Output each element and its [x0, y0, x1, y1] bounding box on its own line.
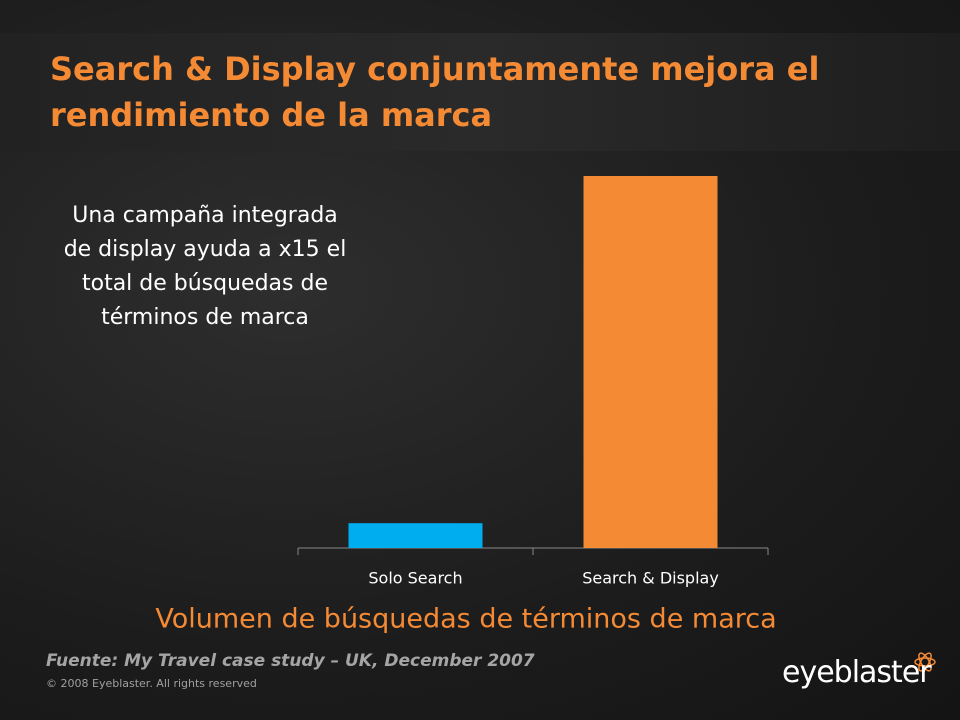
callout: Una campaña integrada de display ayuda a…: [63, 203, 347, 330]
atom-icon: [914, 652, 936, 672]
title-band: [0, 33, 960, 151]
bar: [348, 523, 483, 548]
source: Fuente: My Travel case study – UK, Decem…: [46, 651, 535, 671]
x-tick-label: Search & Display: [582, 569, 719, 588]
bar: [583, 176, 718, 548]
x-tick-label: Solo Search: [368, 569, 462, 588]
x-axis-title: Volumen de búsquedas de términos de marc…: [155, 604, 776, 635]
title: Search & Display conjuntamente mejora el…: [50, 50, 820, 134]
logo: eyeblaster: [782, 655, 932, 690]
copyright: © 2008 Eyeblaster. All rights reserved: [46, 677, 257, 690]
